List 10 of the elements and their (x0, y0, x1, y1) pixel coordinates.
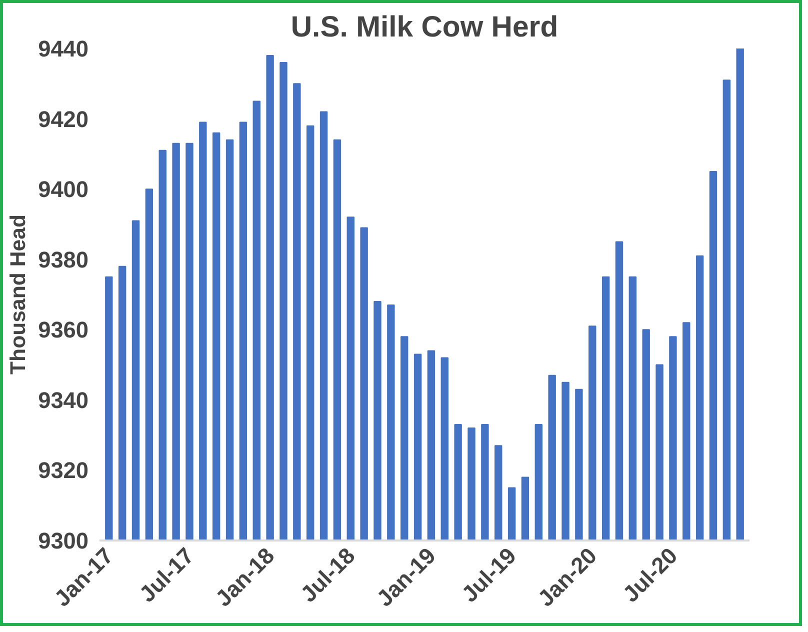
y-tick-label: 9380 (38, 246, 89, 272)
y-tick-label: 9340 (38, 386, 89, 413)
y-axis-title: Thousand Head (6, 214, 30, 374)
y-tick-label: 9360 (38, 316, 89, 343)
chart-title: U.S. Milk Cow Herd (290, 10, 558, 44)
y-tick-label: 9400 (38, 176, 89, 202)
y-tick-label: 9440 (38, 36, 89, 62)
y-tick-label: 9320 (38, 457, 89, 484)
y-tick-label: 9300 (38, 528, 89, 554)
y-tick-label: 9420 (38, 106, 89, 132)
